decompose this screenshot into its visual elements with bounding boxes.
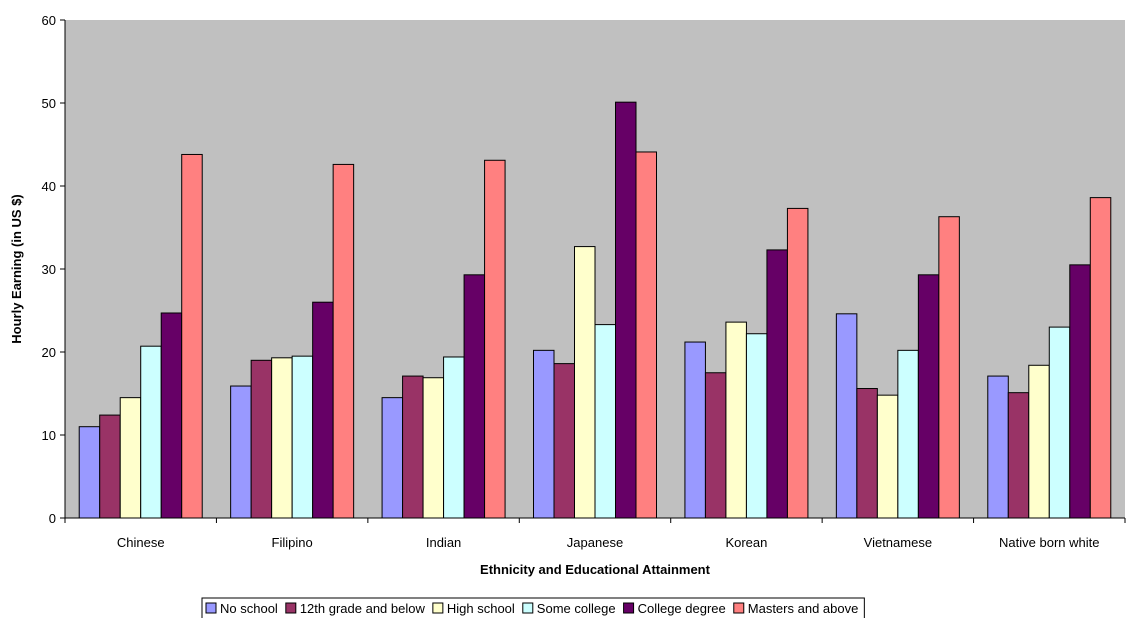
legend-label: High school: [447, 601, 515, 616]
bar-5-4: [917, 274, 940, 519]
bar-5-0: [835, 313, 858, 519]
x-tick-label: Japanese: [567, 535, 623, 550]
x-tick-label: Native born white: [999, 535, 1099, 550]
legend-border: [201, 597, 865, 618]
bar-1-3: [291, 355, 314, 519]
legend-item: Some college: [522, 601, 616, 616]
bar-2-2: [422, 377, 445, 519]
legend-swatch: [432, 602, 444, 614]
bars-layer: [78, 101, 1112, 519]
bar-4-0: [684, 341, 706, 519]
bar-0-5: [181, 153, 203, 519]
bar-5-3: [897, 349, 919, 519]
y-tick-label: 0: [49, 511, 56, 526]
x-tick-label: Chinese: [117, 535, 165, 550]
y-tick-label: 50: [42, 96, 56, 111]
bar-1-5: [332, 163, 355, 519]
bar-3-1: [553, 363, 575, 519]
bar-6-5: [1089, 197, 1112, 519]
bar-1-2: [271, 357, 293, 519]
bar-6-0: [987, 375, 1009, 519]
bar-5-5: [938, 216, 960, 519]
y-axis-title: Hourly Earning (in US $): [9, 194, 24, 344]
bar-2-0: [381, 397, 404, 519]
x-tick-label: Filipino: [272, 535, 313, 550]
bar-0-3: [140, 345, 162, 519]
bar-3-4: [615, 101, 637, 519]
bar-4-3: [745, 333, 768, 519]
bar-2-1: [402, 375, 424, 519]
y-tick-label: 30: [42, 262, 56, 277]
legend-item: 12th grade and below: [285, 601, 426, 616]
legend: No school 12th grade and below High school…: [201, 597, 865, 618]
x-tick-label: Korean: [725, 535, 767, 550]
bar-0-0: [78, 426, 101, 519]
bar-6-4: [1069, 264, 1091, 519]
bar-1-0: [230, 385, 252, 519]
bar-3-5: [635, 151, 657, 519]
legend-label: 12th grade and below: [300, 601, 426, 616]
bar-5-1: [856, 388, 878, 519]
legend-item: Masters and above: [733, 601, 859, 616]
y-tick-label: 40: [42, 179, 56, 194]
bar-3-2: [574, 246, 596, 519]
bar-3-0: [533, 349, 555, 519]
legend-label: Some college: [537, 601, 616, 616]
bar-4-4: [766, 249, 788, 519]
bar-2-5: [484, 159, 506, 519]
bar-0-2: [119, 397, 142, 519]
bar-0-4: [160, 312, 183, 519]
legend-item: College degree: [623, 601, 726, 616]
ticks-layer: 0 10 20 30 40 50 60 Chinese Filipino Indian Japane…: [42, 13, 1126, 550]
x-tick-label: Vietnamese: [864, 535, 932, 550]
bar-6-2: [1028, 364, 1050, 519]
legend-swatch: [522, 602, 534, 614]
legend-label: College degree: [638, 601, 726, 616]
legend-swatch: [285, 602, 297, 614]
legend-swatch: [733, 602, 745, 614]
bar-4-2: [725, 321, 747, 519]
bar-1-4: [312, 301, 334, 519]
bar-3-3: [594, 324, 616, 519]
bar-6-3: [1048, 326, 1071, 519]
x-tick-label: Indian: [426, 535, 461, 550]
bar-4-1: [704, 372, 727, 519]
bar-2-3: [443, 356, 465, 519]
legend-swatch: [205, 602, 217, 614]
y-tick-label: 60: [42, 13, 56, 28]
bar-5-2: [876, 394, 899, 519]
y-tick-label: 10: [42, 428, 56, 443]
x-axis-title: Ethnicity and Educational Attainment: [480, 562, 711, 577]
bar-2-4: [463, 274, 486, 519]
legend-label: No school: [220, 601, 278, 616]
bar-1-1: [250, 359, 273, 519]
bar-6-1: [1007, 392, 1030, 519]
legend-swatch: [623, 602, 635, 614]
bar-0-1: [99, 414, 121, 519]
bar-4-5: [786, 207, 809, 519]
legend-label: Masters and above: [748, 601, 859, 616]
legend-item: No school: [205, 601, 278, 616]
legend-item: High school: [432, 601, 515, 616]
y-tick-label: 20: [42, 345, 56, 360]
